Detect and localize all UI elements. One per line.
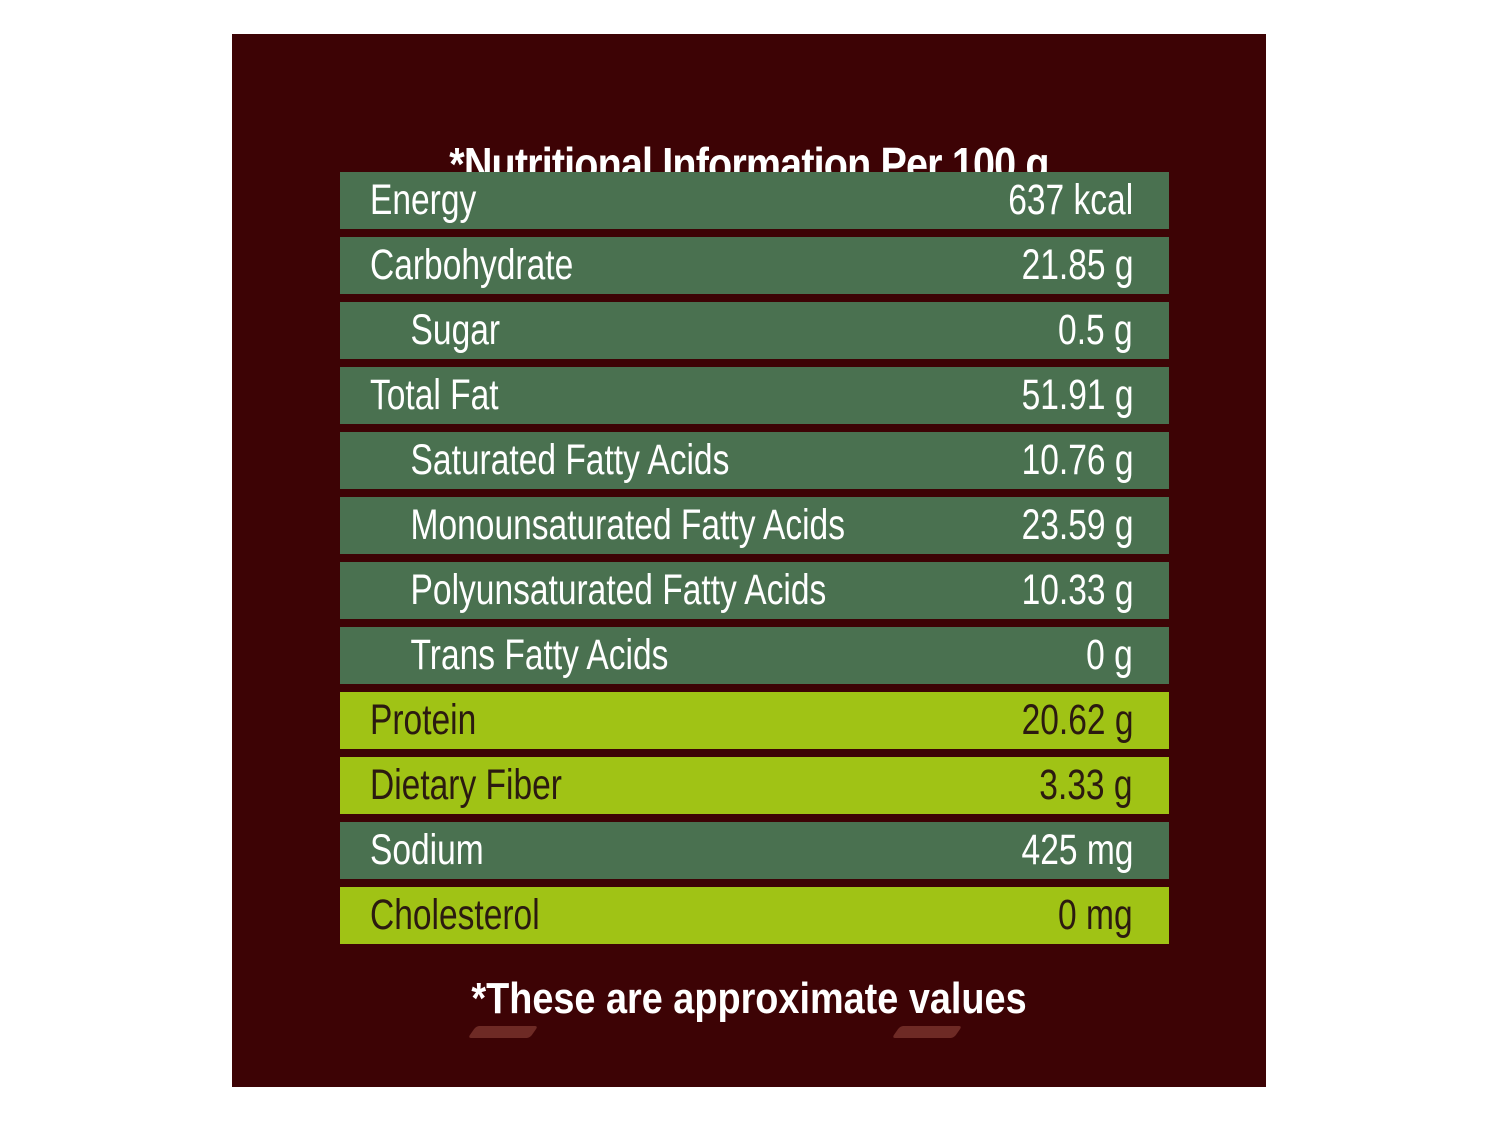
row-value: 21.85 g [1021,241,1133,289]
row-label: Carbohydrate [370,241,574,289]
table-row: Sugar 0.5 g [340,302,1169,359]
row-label: Monounsaturated Fatty Acids [410,501,845,549]
table-row: Energy 637 kcal [340,172,1169,229]
row-label: Sodium [370,826,484,874]
row-value: 0 mg [1058,891,1133,939]
row-value: 0.5 g [1058,306,1133,354]
row-label: Dietary Fiber [370,761,562,809]
footnote: *These are approximate values [471,974,1027,1023]
row-value: 10.33 g [1021,566,1133,614]
table-row: Sodium 425 mg [340,822,1169,879]
table-row: Carbohydrate 21.85 g [340,237,1169,294]
nutrition-panel: *Nutritional Information Per 100 g Energ… [232,34,1266,1087]
table-row: Monounsaturated Fatty Acids 23.59 g [340,497,1169,554]
row-value: 0 g [1086,631,1133,679]
table-row: Protein 20.62 g [340,692,1169,749]
row-value: 10.76 g [1021,436,1133,484]
row-value: 23.59 g [1021,501,1133,549]
table-row: Trans Fatty Acids 0 g [340,627,1169,684]
table-row: Cholesterol 0 mg [340,887,1169,944]
table-row: Polyunsaturated Fatty Acids 10.33 g [340,562,1169,619]
row-label: Trans Fatty Acids [410,631,669,679]
table-row: Saturated Fatty Acids 10.76 g [340,432,1169,489]
row-label: Polyunsaturated Fatty Acids [410,566,827,614]
row-label: Saturated Fatty Acids [410,436,730,484]
table-row: Dietary Fiber 3.33 g [340,757,1169,814]
row-label: Total Fat [370,371,499,419]
row-value: 425 mg [1021,826,1133,874]
row-value: 3.33 g [1039,761,1133,809]
row-value: 637 kcal [1008,176,1133,224]
row-label: Energy [370,176,477,224]
table-row: Total Fat 51.91 g [340,367,1169,424]
row-value: 51.91 g [1021,371,1133,419]
row-value: 20.62 g [1021,696,1133,744]
row-label: Cholesterol [370,891,540,939]
row-label: Protein [370,696,477,744]
row-label: Sugar [410,306,501,354]
